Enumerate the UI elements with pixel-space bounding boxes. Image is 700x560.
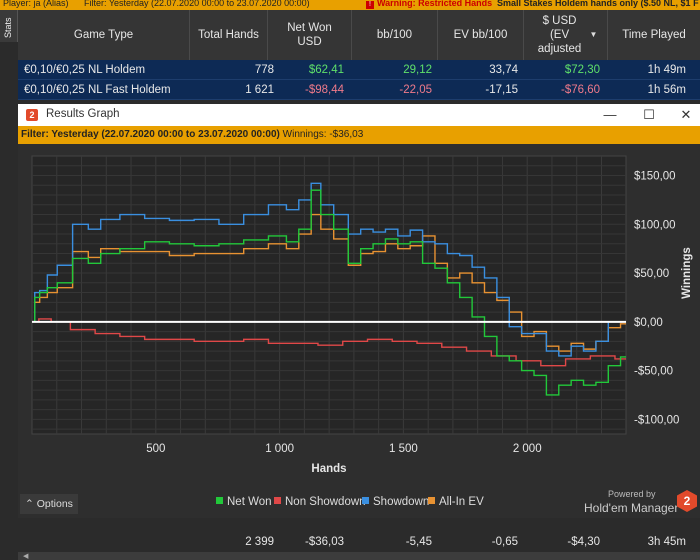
y-axis-label: Winnings xyxy=(681,247,693,299)
scroll-left-icon[interactable]: ◀ xyxy=(23,553,29,560)
cell-total-hands: 778 xyxy=(254,64,274,76)
minimize-icon[interactable]: — xyxy=(603,107,617,122)
restricted-warning: ! Warning: Restricted Hands xyxy=(366,0,492,9)
col-net-won[interactable]: Net Won USD xyxy=(268,10,352,60)
brand-name: Hold'em Manager xyxy=(584,501,679,515)
chart-svg: 500 1 000 1 500 2 000 $150,00 $100,00 $50,00 $0… xyxy=(31,155,693,475)
total-ev-bb100: -0,65 xyxy=(491,536,518,548)
restriction-notice: Small Stakes Holdem hands only ($.50 NL,… xyxy=(497,0,699,8)
legend-swatch xyxy=(362,497,369,504)
cell-bb100: -22,05 xyxy=(399,84,432,96)
y-tick-label: -$100,00 xyxy=(634,414,679,426)
total-bb100: -5,45 xyxy=(405,536,432,548)
warning-icon: ! xyxy=(366,1,374,9)
y-tick-label: $100,00 xyxy=(634,219,676,231)
total-time-played: 3h 45m xyxy=(647,536,686,548)
hm2-logo-icon: 2 xyxy=(677,490,697,512)
series-line-non-showdown xyxy=(32,318,626,367)
legend-item-net-won[interactable]: Net Won xyxy=(216,496,272,508)
stats-table-header: Game Type Total Hands Net Won USD bb/100… xyxy=(18,10,700,60)
y-tick-label: $50,00 xyxy=(634,268,669,280)
results-graph-window: 2 Results Graph — ☐ ✕ Filter: Yesterday … xyxy=(18,104,700,518)
graph-winnings-text: Winnings: -$36,03 xyxy=(282,129,364,140)
col-time-played[interactable]: Time Played xyxy=(622,29,686,41)
horizontal-scrollbar[interactable]: ◀ xyxy=(18,552,700,560)
col-ev-bb100[interactable]: EV bb/100 xyxy=(438,10,524,60)
results-chart[interactable]: 500 1 000 1 500 2 000 $150,00 $100,00 $50,00 $0… xyxy=(18,144,700,484)
legend-swatch xyxy=(216,497,223,504)
cell-ev-bb100: 33,74 xyxy=(489,64,518,76)
series-lines xyxy=(32,182,626,396)
filter-label[interactable]: Filter: Yesterday (22.07.2020 00:00 to 2… xyxy=(84,0,310,8)
graph-title-bar[interactable]: 2 Results Graph — ☐ ✕ xyxy=(18,104,700,126)
cell-time-played: 1h 56m xyxy=(647,84,686,96)
col-game-type[interactable]: Game Type xyxy=(18,10,190,60)
series-line-showdown xyxy=(32,182,626,357)
col-usd-ev-adjusted[interactable]: $ USD (EV adjusted ▼ xyxy=(524,10,608,60)
maximize-icon[interactable]: ☐ xyxy=(643,107,655,122)
cell-bb100: 29,12 xyxy=(403,64,432,76)
legend-item-all-in-ev[interactable]: All-In EV xyxy=(428,496,484,508)
x-axis-label: Hands xyxy=(311,463,346,475)
options-button[interactable]: ⌃ Options xyxy=(20,494,78,514)
cell-usd-ev-adjusted: -$76,60 xyxy=(560,84,600,96)
sort-desc-icon: ▼ xyxy=(589,30,598,39)
legend-item-non-showdown[interactable]: Non Showdown xyxy=(274,496,366,508)
table-row[interactable]: €0,10/€0,25 NL Fast Holdem 1 621 -$98,44… xyxy=(18,80,700,100)
chevron-up-icon: ⌃ xyxy=(25,498,34,510)
cell-usd-ev-adjusted: $72,30 xyxy=(564,64,600,76)
player-label[interactable]: Player: ja (Alias) xyxy=(3,0,69,8)
cell-net-won: $62,41 xyxy=(308,64,344,76)
window-title: Results Graph xyxy=(46,108,120,120)
cell-time-played: 1h 49m xyxy=(647,64,686,76)
x-tick-label: 500 xyxy=(146,443,165,455)
cell-net-won: -$98,44 xyxy=(304,84,344,96)
cell-ev-bb100: -17,15 xyxy=(485,84,518,96)
cell-game-type: €0,10/€0,25 NL Fast Holdem xyxy=(24,84,171,96)
x-tick-label: 1 500 xyxy=(389,443,418,455)
y-tick-label: $150,00 xyxy=(634,171,676,183)
top-filter-bar: Player: ja (Alias) Filter: Yesterday (22… xyxy=(0,0,700,10)
table-row[interactable]: €0,10/€0,25 NL Holdem 778 $62,41 29,12 3… xyxy=(18,60,700,80)
y-tick-label: $0,00 xyxy=(634,317,663,329)
col-bb100[interactable]: bb/100 xyxy=(352,10,438,60)
powered-by-label: Powered by xyxy=(608,489,656,499)
total-hands: 2 399 xyxy=(245,536,274,548)
stats-side-tab[interactable]: Stats xyxy=(0,10,18,42)
graph-filter-bar: Filter: Yesterday (22.07.2020 00:00 to 2… xyxy=(18,126,700,144)
hm2-app-icon: 2 xyxy=(26,109,38,121)
legend-item-showdown[interactable]: Showdown xyxy=(362,496,429,508)
totals-row: 2 399 -$36,03 -5,45 -0,65 -$4,30 3h 45m xyxy=(18,532,700,552)
tick-labels: 500 1 000 1 500 2 000 $150,00 $100,00 $50,00 $0… xyxy=(146,171,679,455)
graph-filter-text: Filter: Yesterday (22.07.2020 00:00 to 2… xyxy=(21,129,280,140)
cell-game-type: €0,10/€0,25 NL Holdem xyxy=(24,64,146,76)
series-line-all-in-ev xyxy=(32,213,626,352)
total-usd-ev-adjusted: -$4,30 xyxy=(567,536,600,548)
total-net-won: -$36,03 xyxy=(304,536,344,548)
chart-legend: Net Won Non Showdown Showdown All-In EV xyxy=(18,496,700,512)
stats-tab-label: Stats xyxy=(3,17,13,38)
x-tick-label: 2 000 xyxy=(513,443,542,455)
series-line-net-won xyxy=(32,189,626,396)
legend-swatch xyxy=(274,497,281,504)
legend-swatch xyxy=(428,497,435,504)
x-tick-label: 1 000 xyxy=(265,443,294,455)
col-total-hands[interactable]: Total Hands xyxy=(190,10,268,60)
cell-total-hands: 1 621 xyxy=(245,84,274,96)
y-tick-label: -$50,00 xyxy=(634,366,673,378)
close-icon[interactable]: ✕ xyxy=(680,107,692,122)
